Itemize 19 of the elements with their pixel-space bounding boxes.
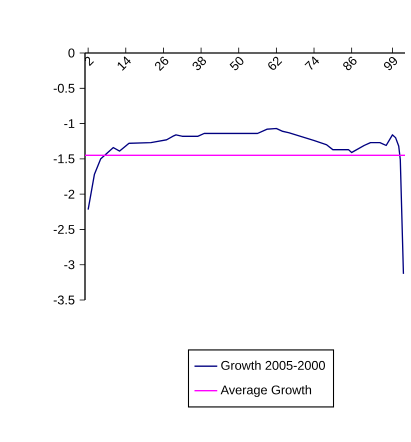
line-series <box>87 128 404 275</box>
y-tick-label: 0 <box>68 48 74 58</box>
legend-label: Average Growth <box>220 385 312 397</box>
y-tick-label: -2 <box>64 190 74 199</box>
y-tick-label: -3.5 <box>54 296 74 304</box>
y-tick-label: -3 <box>64 260 74 270</box>
x-tick-label: 26 <box>155 56 168 72</box>
x-tick-label: 50 <box>230 56 244 70</box>
x-tick-label: 14 <box>118 56 131 71</box>
y-tick-label: -1.5 <box>54 154 74 164</box>
legend-label: Growth 2005-2000 <box>221 360 325 370</box>
x-tick-label: 99 <box>384 56 397 70</box>
x-tick-label: 38 <box>192 56 206 70</box>
y-tick-label: -2.5 <box>54 224 74 234</box>
y-tick-label: -1 <box>64 119 74 128</box>
x-tick-label: 86 <box>343 56 357 70</box>
y-tick-label: -0.5 <box>54 84 74 93</box>
x-tick-label: 74 <box>304 56 320 70</box>
x-tick-label: 62 <box>268 56 282 70</box>
